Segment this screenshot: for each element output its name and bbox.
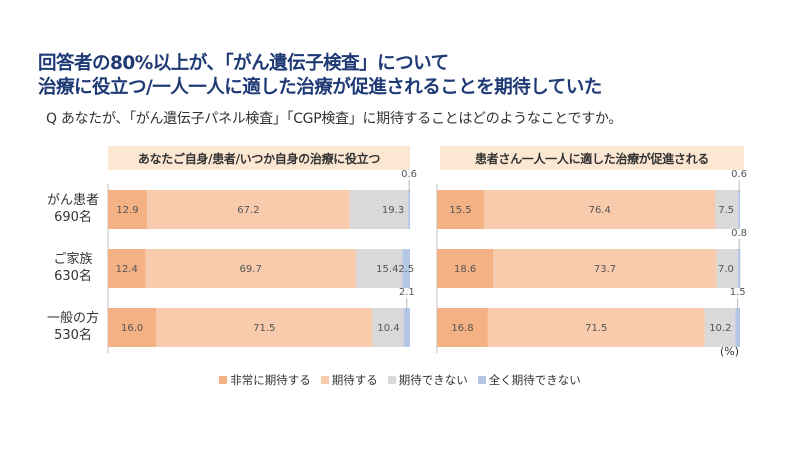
- row-name: 一般の方: [46, 311, 99, 326]
- data-label: 67.2: [237, 205, 259, 216]
- data-label: 73.7: [594, 264, 616, 275]
- data-label: 16.8: [451, 323, 473, 334]
- data-label: 7.0: [718, 264, 734, 275]
- data-label: 7.5: [718, 205, 734, 216]
- data-label: 19.3: [382, 205, 404, 216]
- data-label: 1.5: [730, 287, 746, 298]
- bar-segment-none: [402, 249, 410, 288]
- bar-segment-expect: [146, 190, 350, 229]
- data-label: 76.4: [589, 205, 611, 216]
- data-label: 2.1: [399, 287, 415, 298]
- bar-segment-expect: [483, 190, 716, 229]
- data-label: 10.4: [377, 323, 399, 334]
- bar-segment-very-high: [437, 190, 484, 229]
- row-name: がん患者: [46, 193, 99, 208]
- bar-segment-not-expect: [355, 249, 403, 288]
- bar-segment-very-high: [108, 308, 157, 347]
- legend-item: 全く期待できない: [477, 372, 581, 388]
- bar-segment-not-expect: [349, 190, 409, 229]
- title-line-1: 回答者の80%以上が、「がん遺伝子検査」について: [38, 53, 449, 74]
- legend-item: 非常に期待する: [219, 372, 311, 388]
- data-label: 0.8: [731, 228, 747, 239]
- row-count: 690名: [54, 210, 92, 225]
- bar-segment-not-expect: [716, 249, 738, 288]
- data-label: 18.6: [454, 264, 476, 275]
- bar-segment-expect: [487, 308, 705, 347]
- data-label: 2.5: [398, 264, 414, 275]
- data-label: 10.2: [709, 323, 731, 334]
- bar-segment-very-high: [437, 249, 494, 288]
- chart-title: 回答者の80%以上が、「がん遺伝子検査」について 治療に役立つ/一人一人に適した…: [38, 52, 778, 100]
- data-label: 15.4: [376, 264, 398, 275]
- bar-segment-not-expect: [715, 190, 739, 229]
- data-label: 69.7: [240, 264, 262, 275]
- bar-segment-expect: [145, 249, 356, 288]
- data-label: 71.5: [253, 323, 275, 334]
- data-label: 12.9: [116, 205, 138, 216]
- bar-segment-very-high: [437, 308, 488, 347]
- data-label: 0.6: [731, 169, 747, 180]
- bar-segment-expect: [156, 308, 373, 347]
- row-label-patients: がん患者 690名: [44, 192, 102, 226]
- panel-title-left: あなたご自身/患者/いつか自身の治療に役立つ: [108, 146, 410, 170]
- bar-segment-none: [737, 249, 741, 288]
- bar-segment-none: [735, 308, 740, 347]
- data-label: 0.6: [401, 169, 417, 180]
- legend-label: 期待する: [331, 373, 378, 387]
- bar-segment-not-expect: [704, 308, 736, 347]
- bar-segment-expect: [493, 249, 717, 288]
- bar-segment-very-high: [108, 190, 147, 229]
- row-label-general: 一般の方 530名: [44, 310, 102, 344]
- row-name: ご家族: [53, 252, 93, 267]
- bar-segment-very-high: [108, 249, 146, 288]
- data-label: 15.5: [449, 205, 471, 216]
- panel-title-right: 患者さん一人一人に適した治療が促進される: [440, 146, 744, 170]
- title-line-2: 治療に役立つ/一人一人に適した治療が促進されることを期待していた: [38, 77, 602, 98]
- chart-legend: 非常に期待する 期待する 期待できない 全く期待できない: [0, 372, 800, 388]
- bar-segment-not-expect: [372, 308, 404, 347]
- legend-swatch: [477, 376, 486, 384]
- legend-item: 期待する: [320, 372, 378, 388]
- survey-question: Q あなたが、「がん遺伝子パネル検査」「CGP検査」に期待することはどのようなこ…: [46, 111, 623, 127]
- row-count: 530名: [54, 328, 92, 343]
- unit-label: (%): [720, 345, 740, 358]
- legend-item: 期待できない: [387, 372, 468, 388]
- data-label: 71.5: [585, 323, 607, 334]
- data-label: 16.0: [121, 323, 143, 334]
- legend-label: 期待できない: [398, 373, 468, 387]
- bar-segment-none: [738, 190, 740, 229]
- bar-segment-none: [403, 308, 410, 347]
- data-label: 12.4: [116, 264, 138, 275]
- legend-label: 全く期待できない: [488, 373, 581, 387]
- legend-label: 非常に期待する: [230, 373, 311, 387]
- legend-swatch: [320, 376, 329, 384]
- row-count: 630名: [54, 269, 92, 284]
- bar-segment-none: [408, 190, 410, 229]
- row-label-family: ご家族 630名: [44, 251, 102, 285]
- legend-swatch: [387, 376, 396, 384]
- legend-swatch: [219, 376, 228, 384]
